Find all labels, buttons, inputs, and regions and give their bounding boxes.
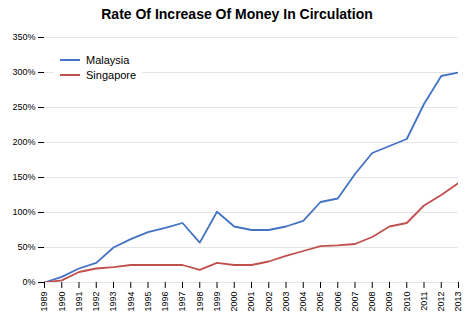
svg-text:2001: 2001 xyxy=(246,292,256,312)
svg-text:0%: 0% xyxy=(22,277,35,287)
svg-text:2006: 2006 xyxy=(333,292,343,312)
svg-text:1989: 1989 xyxy=(39,292,49,312)
svg-text:150%: 150% xyxy=(12,172,35,182)
svg-text:300%: 300% xyxy=(12,67,35,77)
svg-text:2008: 2008 xyxy=(367,292,377,312)
svg-text:1999: 1999 xyxy=(212,292,222,312)
svg-text:2003: 2003 xyxy=(281,292,291,312)
svg-text:100%: 100% xyxy=(12,207,35,217)
svg-text:1994: 1994 xyxy=(126,292,136,312)
svg-text:1995: 1995 xyxy=(143,292,153,312)
svg-text:350%: 350% xyxy=(12,32,35,42)
svg-text:1998: 1998 xyxy=(195,292,205,312)
svg-text:2007: 2007 xyxy=(350,292,360,312)
svg-text:1993: 1993 xyxy=(108,292,118,312)
svg-text:2004: 2004 xyxy=(298,292,308,312)
svg-text:250%: 250% xyxy=(12,102,35,112)
html-text:Singapore: Singapore xyxy=(86,69,137,81)
svg-text:1991: 1991 xyxy=(74,292,84,312)
svg-text:1997: 1997 xyxy=(177,292,187,312)
svg-text:2009: 2009 xyxy=(384,292,394,312)
html-text:Rate Of Increase Of Money In C: Rate Of Increase Of Money In Circulation xyxy=(101,6,373,22)
svg-text:2013: 2013 xyxy=(453,292,463,312)
svg-text:2012: 2012 xyxy=(436,292,446,312)
svg-text:1990: 1990 xyxy=(57,292,67,312)
svg-text:2005: 2005 xyxy=(315,292,325,312)
svg-text:1996: 1996 xyxy=(160,292,170,312)
svg-text:50%: 50% xyxy=(17,242,35,252)
svg-text:2002: 2002 xyxy=(264,292,274,312)
svg-text:2011: 2011 xyxy=(419,292,429,311)
html-text:Malaysia: Malaysia xyxy=(86,54,130,66)
svg-text:1992: 1992 xyxy=(91,292,101,312)
svg-text:200%: 200% xyxy=(12,137,35,147)
svg-text:2000: 2000 xyxy=(229,292,239,312)
svg-text:2010: 2010 xyxy=(402,292,412,312)
